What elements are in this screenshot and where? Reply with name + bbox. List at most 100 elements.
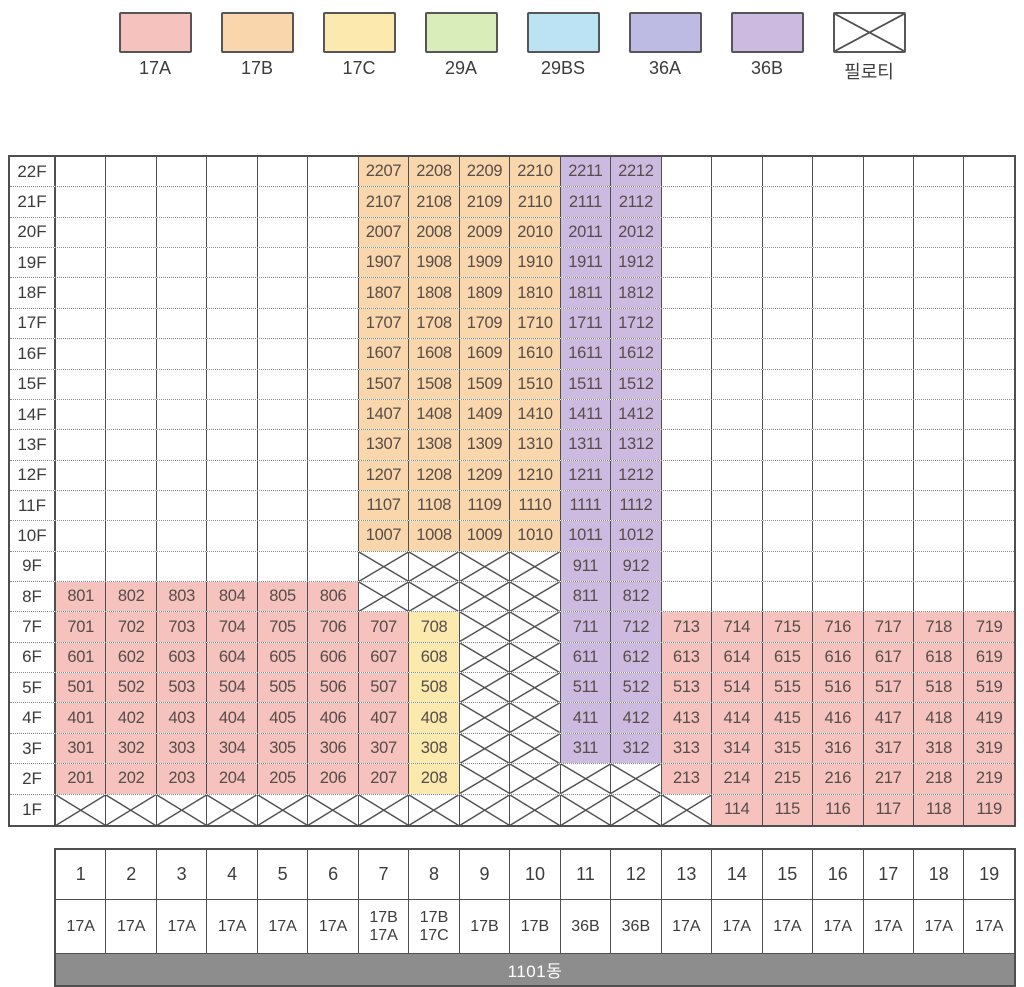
unit-cell: 1912 [611,248,662,278]
unit-cell: 307 [358,733,410,764]
unit-number: 714 [723,617,751,636]
unit-cell: 712 [611,612,662,642]
unit-cell: 2112 [611,187,662,217]
empty-cell [763,308,814,339]
empty-cell [106,490,157,521]
empty-cell [813,339,864,369]
empty-cell [662,551,713,582]
column-number-cell: 13 [662,850,713,899]
unit-cell: 1512 [611,369,662,399]
unit-cell: 2209 [459,157,511,187]
floor-row: 20F 2007 2008 2009 2010 2011 2012 [10,217,1014,249]
column-number-cell: 16 [813,850,864,899]
unit-cell: 416 [813,703,864,733]
empty-cell [207,217,258,248]
floor-row: 22F 2207 2208 2209 2210 2211 2212 [10,157,1014,188]
unit-number: 507 [370,678,397,697]
unit-cell: 1310 [510,430,561,460]
column-number-cell: 3 [157,850,208,899]
type-swatch [220,12,294,53]
unit-cell: 1311 [560,430,612,460]
unit-number: 615 [773,647,801,666]
unit-number: 1108 [416,496,452,515]
unit-number: 505 [269,678,296,697]
empty-cell [56,369,107,399]
piloti-x-icon [611,795,660,825]
empty-cell [763,187,814,217]
empty-cell [712,217,763,248]
column-type-cell: 17B 17C [409,900,460,953]
unit-number: 305 [269,739,296,757]
empty-cell [207,551,258,582]
piloti-x-icon [258,795,307,825]
column-type-cell: 17A [712,900,763,953]
column-number: 7 [378,864,389,884]
type-swatch [322,12,396,53]
column-number-cell: 10 [510,850,561,899]
empty-cell [864,248,914,278]
unit-cell: 1112 [611,490,662,521]
unit-cell: 311 [560,733,612,764]
empty-cell [914,278,965,308]
unit-cell: 2212 [611,157,662,187]
column-number: 18 [928,864,949,884]
empty-cell [56,339,107,369]
unit-number: 706 [319,617,347,636]
unit-cell: 315 [762,733,814,764]
floor-label: 1F [10,794,56,825]
unit-cell: 1908 [409,248,460,278]
unit-number: 402 [117,708,145,727]
unit-cell: 603 [156,642,208,673]
empty-cell [813,460,864,490]
empty-cell [914,430,965,460]
unit-number: 318 [925,739,953,757]
unit-number: 208 [420,769,448,788]
unit-cell: 2111 [560,187,612,217]
unit-number: 414 [723,708,751,727]
empty-cell [662,490,713,521]
column-number: 2 [126,864,137,884]
unit-cell: 501 [56,673,107,703]
piloti-cell [460,642,511,673]
unit-number: 202 [117,769,145,788]
empty-cell [964,218,1013,247]
unit-number: 417 [874,708,902,727]
unit-cell: 1209 [459,460,511,490]
floor-label: 6F [10,642,56,673]
unit-number: 301 [67,739,95,757]
unit-number: 205 [269,769,296,788]
empty-cell [712,339,763,369]
unit-number: 812 [622,587,650,606]
empty-cell [864,551,914,582]
unit-number: 711 [572,617,599,636]
unit-cell: 1408 [409,399,460,430]
piloti-x-icon [510,795,559,825]
empty-cell [56,248,107,278]
unit-cell: 1309 [459,430,511,460]
empty-cell [56,217,107,248]
unit-number: 716 [824,617,852,636]
unit-number: 315 [773,739,801,757]
unit-number: 306 [319,739,347,757]
unit-number: 806 [319,587,347,606]
empty-cell [157,460,208,490]
unit-number: 911 [572,556,599,575]
column-type-line: 17A [318,917,348,935]
unit-cell: 503 [156,673,208,703]
unit-number: 114 [724,800,750,819]
column-type-line: 36B [621,917,651,935]
empty-cell [662,399,713,430]
unit-cell: 607 [358,642,410,673]
unit-number: 1310 [517,435,553,454]
unit-cell: 714 [712,612,763,642]
piloti-cell [561,794,612,825]
unit-number: 601 [67,647,95,666]
empty-cell [964,430,1013,459]
unit-number: 619 [975,647,1003,666]
empty-cell [964,370,1013,399]
unit-cell: 515 [762,673,814,703]
unit-cell: 2010 [510,217,561,248]
unit-number: 602 [117,647,145,666]
unit-number: 407 [370,708,397,727]
empty-cell [56,460,107,490]
